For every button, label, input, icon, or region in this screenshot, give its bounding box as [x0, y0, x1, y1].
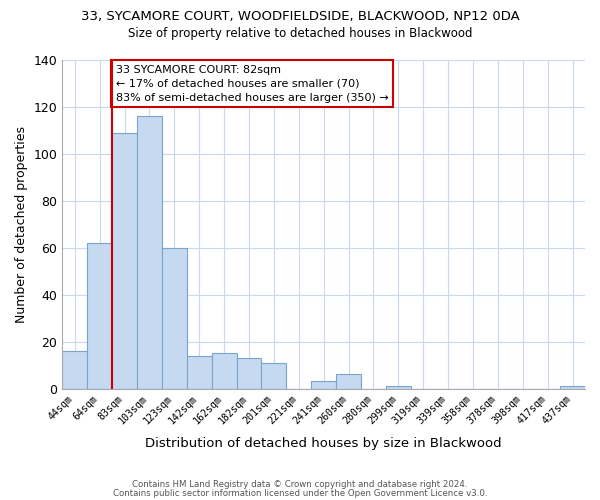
Bar — [62, 351, 87, 389]
Bar — [137, 116, 162, 388]
Bar — [212, 354, 236, 388]
Text: Contains HM Land Registry data © Crown copyright and database right 2024.: Contains HM Land Registry data © Crown c… — [132, 480, 468, 489]
Bar — [311, 382, 336, 388]
Text: 33, SYCAMORE COURT, WOODFIELDSIDE, BLACKWOOD, NP12 0DA: 33, SYCAMORE COURT, WOODFIELDSIDE, BLACK… — [80, 10, 520, 23]
Bar — [112, 132, 137, 388]
Text: Contains public sector information licensed under the Open Government Licence v3: Contains public sector information licen… — [113, 488, 487, 498]
Bar — [262, 362, 286, 388]
Bar — [87, 243, 112, 388]
Text: 33 SYCAMORE COURT: 82sqm
← 17% of detached houses are smaller (70)
83% of semi-d: 33 SYCAMORE COURT: 82sqm ← 17% of detach… — [116, 64, 389, 102]
Bar — [236, 358, 262, 388]
Bar — [336, 374, 361, 388]
Y-axis label: Number of detached properties: Number of detached properties — [15, 126, 28, 323]
Bar — [162, 248, 187, 388]
Bar — [386, 386, 411, 388]
Text: Size of property relative to detached houses in Blackwood: Size of property relative to detached ho… — [128, 28, 472, 40]
Bar — [560, 386, 585, 388]
Bar — [187, 356, 212, 388]
X-axis label: Distribution of detached houses by size in Blackwood: Distribution of detached houses by size … — [145, 437, 502, 450]
